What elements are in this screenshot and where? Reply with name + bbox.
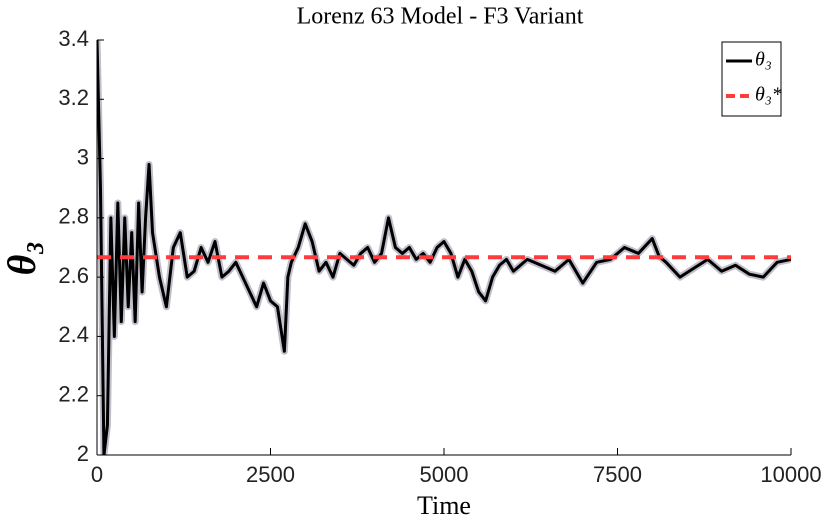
y-tick-label: 2.8 bbox=[58, 204, 89, 229]
series-line bbox=[97, 40, 791, 455]
x-tick-label: 10000 bbox=[760, 462, 821, 487]
y-axis-label: θ₃ bbox=[0, 241, 44, 276]
legend: θ₃ θ₃* bbox=[721, 41, 782, 117]
x-tick-label: 5000 bbox=[420, 462, 469, 487]
x-tick-label: 2500 bbox=[246, 462, 295, 487]
x-axis-label: Time bbox=[417, 491, 471, 520]
legend-label: θ₃* bbox=[755, 84, 782, 106]
y-tick-label: 2.2 bbox=[58, 382, 89, 407]
y-tick-label: 3 bbox=[77, 144, 89, 169]
y-tick-label: 2 bbox=[77, 441, 89, 466]
plot-area bbox=[97, 40, 791, 455]
y-tick-label: 2.6 bbox=[58, 263, 89, 288]
legend-box bbox=[721, 41, 782, 117]
y-tick-label: 2.4 bbox=[58, 322, 89, 347]
legend-label: θ₃ bbox=[755, 49, 772, 71]
x-tick-label: 0 bbox=[91, 462, 103, 487]
x-tick-label: 7500 bbox=[593, 462, 642, 487]
y-tick-label: 3.4 bbox=[58, 26, 89, 51]
y-tick-label: 3.2 bbox=[58, 85, 89, 110]
chart-title: Lorenz 63 Model - F3 Variant bbox=[297, 4, 584, 30]
